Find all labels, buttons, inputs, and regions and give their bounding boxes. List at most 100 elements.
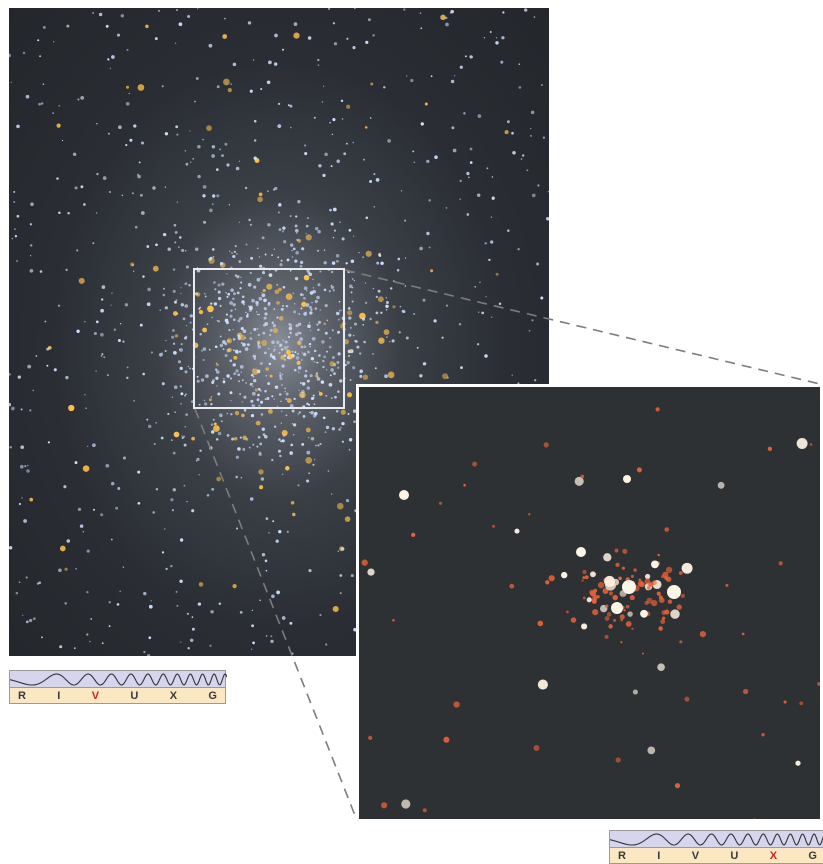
star [291,350,294,353]
star [253,379,257,383]
star [29,268,34,273]
xray-source [621,566,625,570]
xray-source [570,617,577,623]
star [253,156,257,160]
star [283,346,288,350]
star [199,449,202,452]
star [328,382,333,387]
star [317,283,321,287]
star [176,133,179,136]
star [242,329,247,334]
star [119,590,122,593]
star [314,411,318,416]
star [176,201,178,203]
star [215,438,219,441]
star [304,374,308,378]
star [292,512,296,517]
star [530,110,535,115]
wave-path [610,833,823,846]
star [150,351,153,354]
star [113,328,117,331]
star [276,340,280,344]
star [280,307,284,311]
star [9,53,11,58]
star [252,443,255,446]
star [339,379,343,383]
star [337,366,340,370]
star [347,307,351,310]
star [198,582,204,587]
star [239,316,243,321]
star [212,418,215,421]
star [292,292,295,295]
star [10,81,12,84]
star [218,602,222,606]
star [103,356,106,359]
star [100,332,104,337]
star [338,428,341,431]
star [335,254,340,258]
star [301,394,304,397]
star [304,276,306,278]
star [172,268,176,271]
star [89,640,91,643]
star [304,369,308,373]
xray-source [453,701,460,708]
star [258,313,260,316]
xray-source [367,568,375,576]
star [251,624,255,628]
star [293,310,297,314]
star [540,296,544,300]
star [297,484,300,487]
star [271,458,274,462]
star [420,122,424,126]
star [396,268,400,272]
star [391,339,395,343]
xray-source [753,818,756,819]
star [245,314,249,318]
star [258,256,261,258]
star [237,447,241,451]
star [252,368,259,375]
star [312,278,314,281]
star [315,374,319,378]
star [365,40,369,44]
star [251,391,256,396]
star [269,334,272,336]
star [385,301,389,304]
xray-source [361,559,368,566]
star [87,445,89,447]
xray-source [725,583,729,587]
star [344,516,351,522]
star [303,286,308,291]
star [257,345,262,349]
xray-source [664,527,670,532]
star [322,365,325,369]
star [217,290,221,294]
star [387,139,391,143]
star [148,636,152,640]
star [263,323,266,327]
star [412,150,415,153]
star [295,215,298,218]
star [303,144,307,147]
star [290,501,295,505]
star [232,583,237,589]
star [318,391,320,393]
star [404,257,407,259]
star [253,357,256,360]
star [314,299,318,304]
star [324,331,328,335]
star [217,296,222,301]
star [442,373,449,380]
star [198,474,200,476]
star [287,346,289,348]
star [329,121,331,124]
xray-source [472,461,478,467]
star [225,292,227,294]
star [29,223,33,226]
star [268,347,270,350]
star [209,644,212,647]
star [295,250,299,255]
star [216,426,219,429]
